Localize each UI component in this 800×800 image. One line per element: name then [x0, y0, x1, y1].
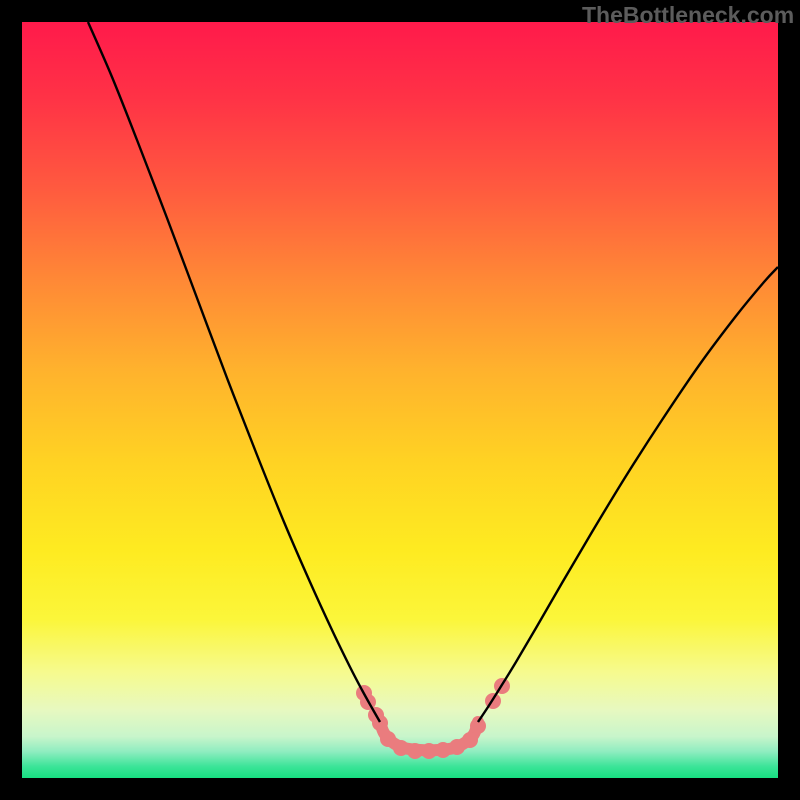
strip-nodule: [421, 743, 437, 759]
watermark-text: TheBottleneck.com: [582, 2, 794, 29]
strip-nodule: [407, 743, 423, 759]
strip-nodule: [380, 731, 396, 747]
strip-nodule: [393, 740, 409, 756]
chart-stage: TheBottleneck.com: [0, 0, 800, 800]
chart-svg: [0, 0, 800, 800]
strip-nodule: [372, 715, 388, 731]
strip-nodule: [435, 742, 451, 758]
strip-nodule: [462, 732, 478, 748]
plot-area: [22, 22, 778, 778]
